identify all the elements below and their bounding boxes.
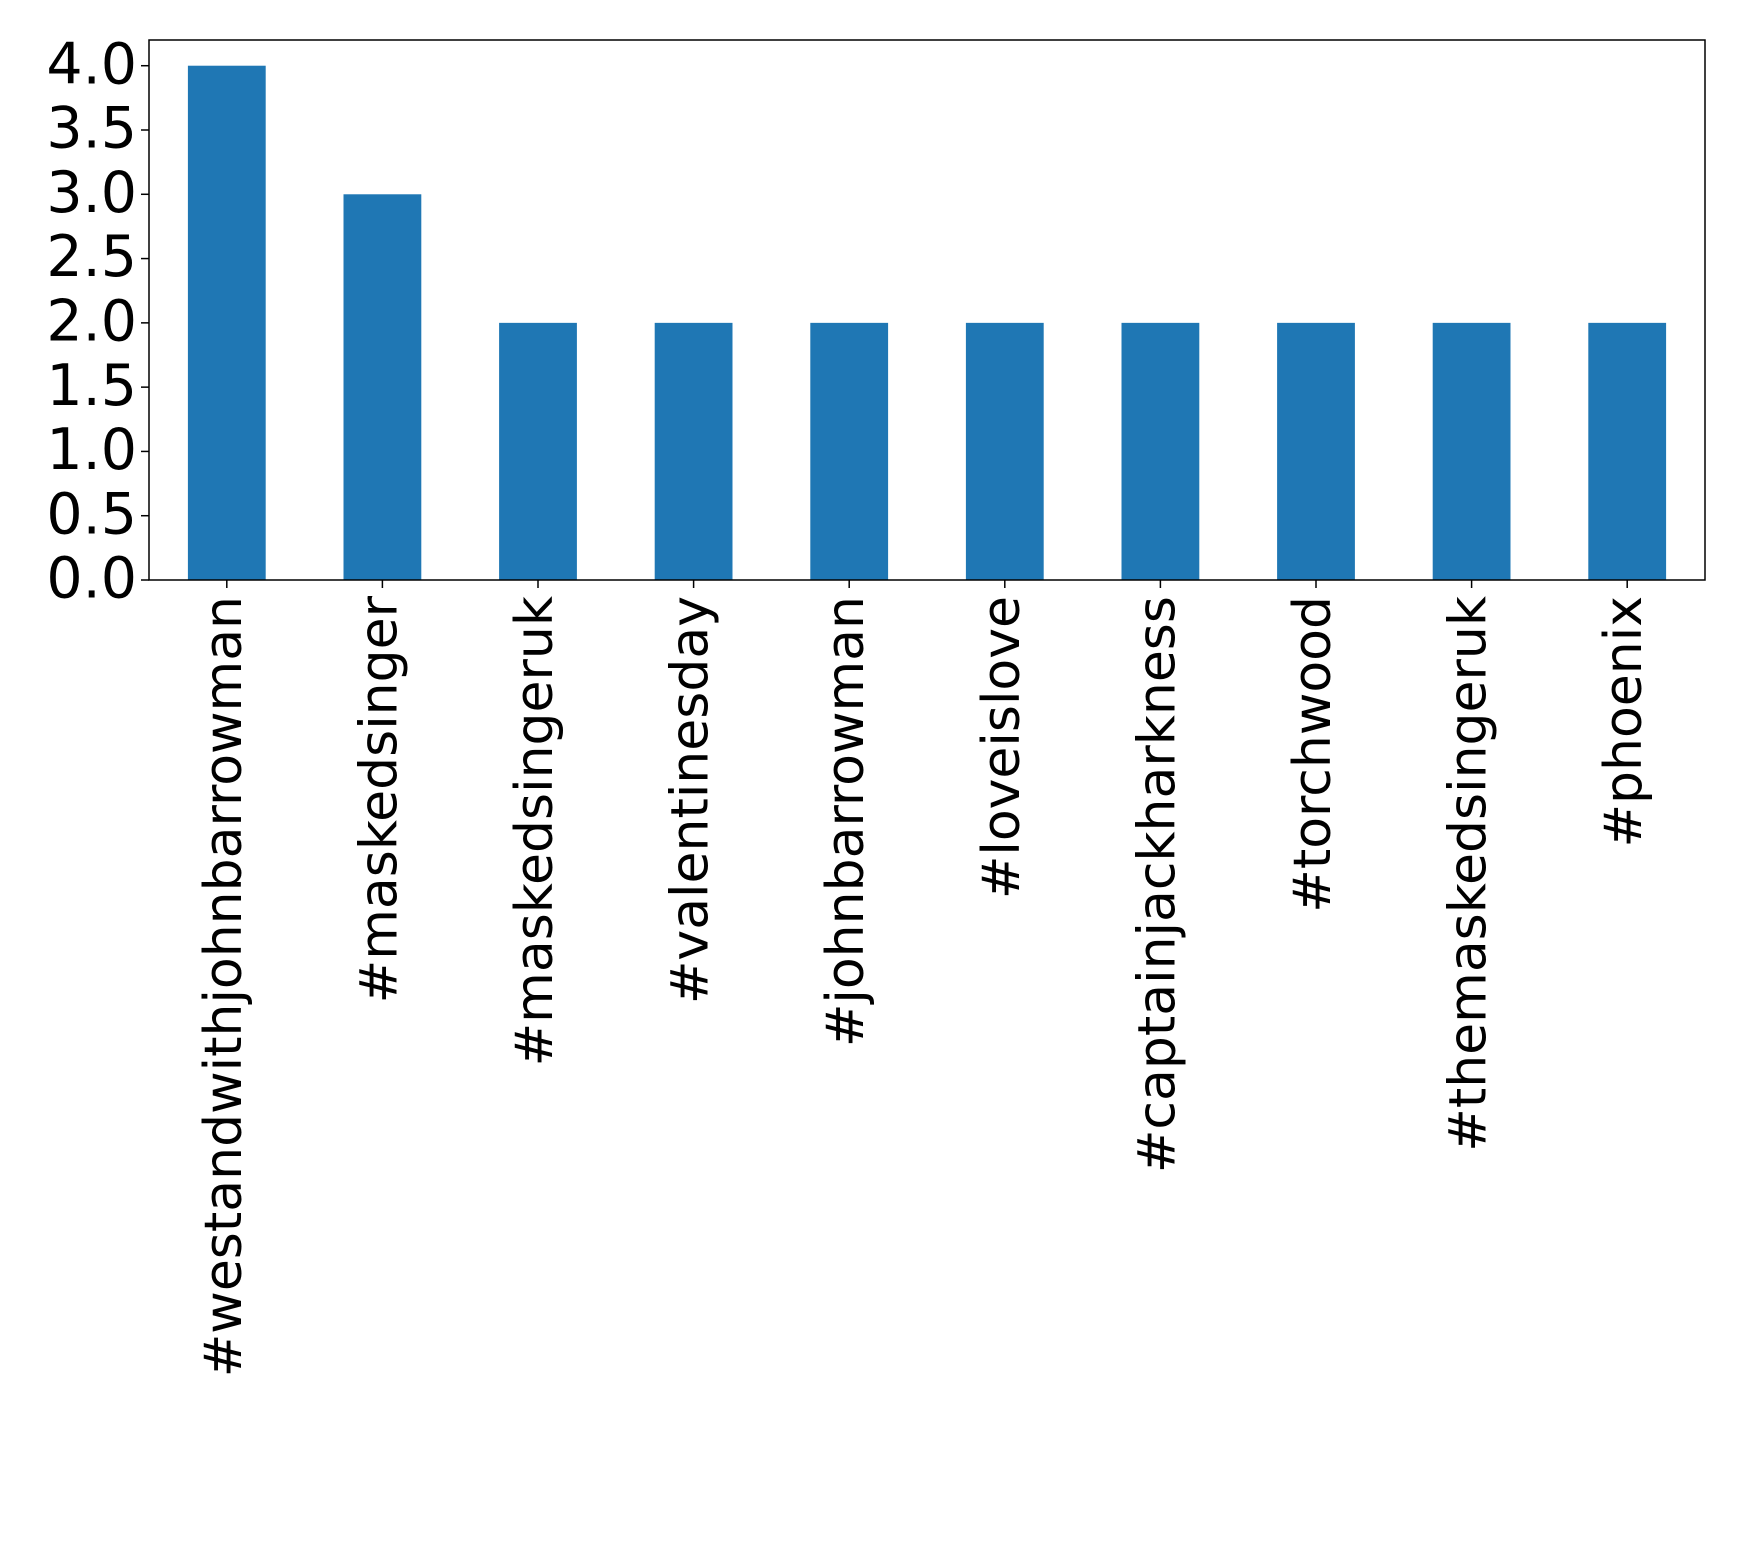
bar [965,322,1044,580]
x-tick-label: #westandwithjohnbarrowman [194,596,254,1377]
y-tick-label: 0.0 [46,546,137,612]
bar [1277,322,1355,580]
bar [1121,322,1200,580]
bar [187,65,266,580]
y-tick-label: 1.5 [46,353,137,419]
y-tick-label: 4.0 [46,31,137,97]
y-tick-label: 0.5 [46,481,137,547]
x-tick-label: #torchwood [1283,596,1343,913]
y-tick-label: 3.0 [46,160,137,226]
bar [654,322,733,580]
y-tick-label: 3.5 [46,96,137,162]
x-tick-label: #loveislove [972,596,1032,899]
bar [499,322,577,580]
x-tick-label: #phoenix [1594,596,1654,848]
x-tick-label: #maskedsingeruk [505,596,565,1066]
plot-frame [148,39,1706,581]
bar [1588,322,1667,580]
bar [810,322,889,580]
y-tick-label: 2.5 [46,224,137,290]
x-tick-label: #themaskedsingeruk [1439,596,1499,1152]
bar [343,194,422,581]
bar [1432,322,1511,580]
x-tick-label: #valentinesday [661,596,721,1004]
y-tick-label: 2.0 [46,288,137,354]
x-tick-label: #johnbarrowman [816,596,876,1047]
y-tick-label: 1.0 [46,417,137,483]
x-tick-label: #maskedsinger [349,595,409,1003]
x-tick-label: #captainjackharkness [1127,596,1187,1173]
